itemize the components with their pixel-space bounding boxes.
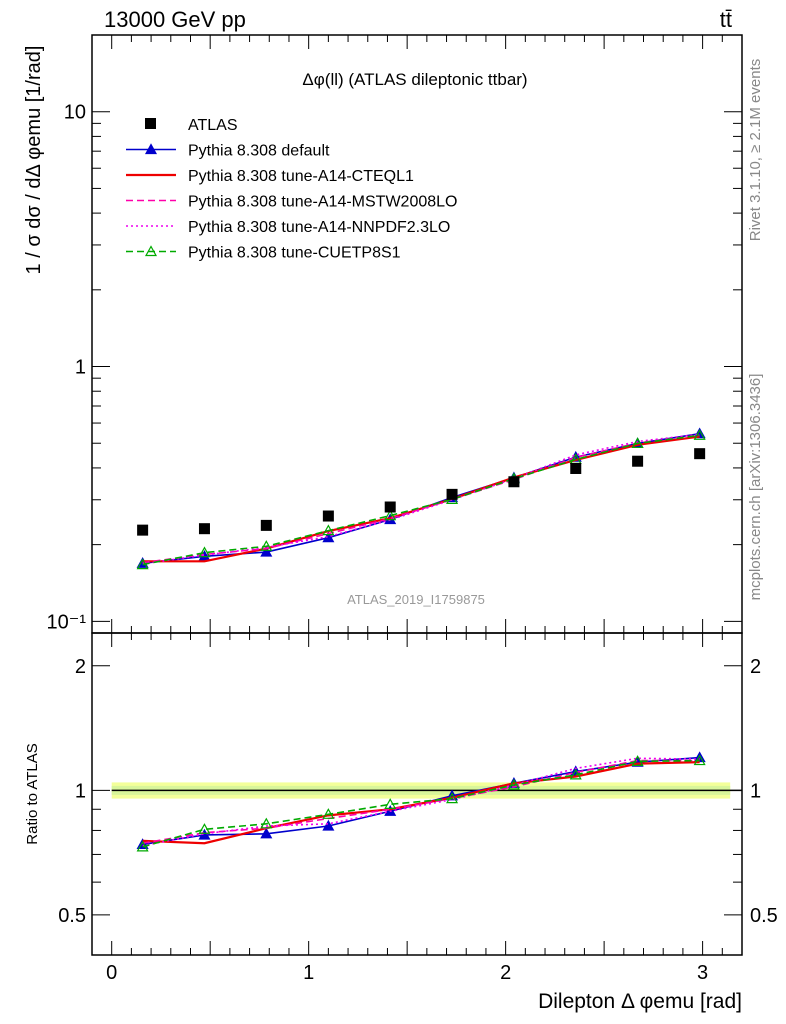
legend-label: ATLAS [188,117,238,134]
data-point [198,523,210,535]
series-marker [693,429,706,440]
series-line [142,434,700,564]
legend-marker-atlas [145,118,156,129]
ratio-series-marker [198,823,211,834]
ratio-y-tick-label: 1 [75,780,86,802]
ratio-series-marker [384,798,397,809]
ratio-series-line [142,761,700,845]
ratio-series-line [142,757,700,847]
rivet-version-label: Rivet 3.1.10, ≥ 2.1M events [747,59,764,242]
plot-title: Δφ(ll) (ATLAS dileptonic ttbar) [302,70,527,89]
beam-label: 13000 GeV pp [104,7,246,32]
data-point [570,462,582,474]
series-marker [260,540,273,551]
series-marker [384,509,397,521]
process-label: tt̄ [720,7,732,32]
ratio-series-marker [507,778,520,790]
legend-label: Pythia 8.308 tune-A14-NNPDF2.3LO [188,219,450,236]
y-tick-label: 1 [75,357,86,379]
ratio-series-marker [260,827,273,839]
legend-marker [144,245,158,257]
y-tick-label: 10 [64,102,86,124]
data-point [508,476,520,488]
legend-label: Pythia 8.308 tune-A14-CTEQL1 [188,168,414,185]
ratio-y-tick-label-right: 0.5 [750,905,778,927]
series-line [142,432,700,565]
legend-label: Pythia 8.308 default [188,143,330,160]
series-marker [322,524,335,536]
x-tick-label: 0 [106,962,117,984]
ratio-series-marker [136,840,149,852]
main-y-axis-label: 1 / σ dσ / dΔ φemu [1/rad] [23,46,45,275]
x-tick-label: 1 [303,962,314,984]
x-tick-label: 3 [697,962,708,984]
ratio-series-marker [569,768,582,780]
ratio-series-marker [693,754,706,766]
series-marker [136,558,149,570]
ratio-y-tick-label: 2 [75,656,86,678]
data-point [322,510,334,522]
ratio-series-line [142,756,700,846]
data-point [632,455,644,467]
series-marker [260,545,273,557]
series-line [142,434,700,566]
ratio-series-marker [631,755,644,766]
data-point [446,488,458,500]
legend-marker [144,143,158,155]
series-line [142,433,700,565]
ratio-panel-frame [91,632,743,956]
ratio-y-tick-label-right: 1 [750,780,761,802]
analysis-watermark: ATLAS_2019_I1759875 [347,592,485,607]
series-line [142,435,700,563]
data-point [137,524,149,536]
legend-label: Pythia 8.308 tune-A14-MSTW2008LO [188,194,457,211]
ratio-series-marker [322,808,335,819]
data-point [384,501,396,513]
ratio-y-tick-label: 0.5 [58,905,86,927]
ratio-series-marker [322,819,335,831]
ratio-series-marker [446,792,459,804]
series-marker [198,546,211,558]
x-axis-label: Dilepton Δ φemu [rad] [538,990,742,1013]
data-point [260,519,272,531]
legend-label: Pythia 8.308 tune-CUETP8S1 [188,245,401,262]
ratio-y-tick-label-right: 2 [750,656,761,678]
y-tick-label: 10⁻¹ [47,611,87,633]
x-tick-label: 2 [500,962,511,984]
ratio-y-axis-label: Ratio to ATLAS [24,743,41,844]
ratio-series-marker [260,817,273,829]
mcplots-label: mcplots.cern.ch [arXiv:1306.3436] [747,374,764,601]
series-marker [631,437,644,449]
data-point [694,448,706,460]
ratio-series-line [142,759,700,845]
